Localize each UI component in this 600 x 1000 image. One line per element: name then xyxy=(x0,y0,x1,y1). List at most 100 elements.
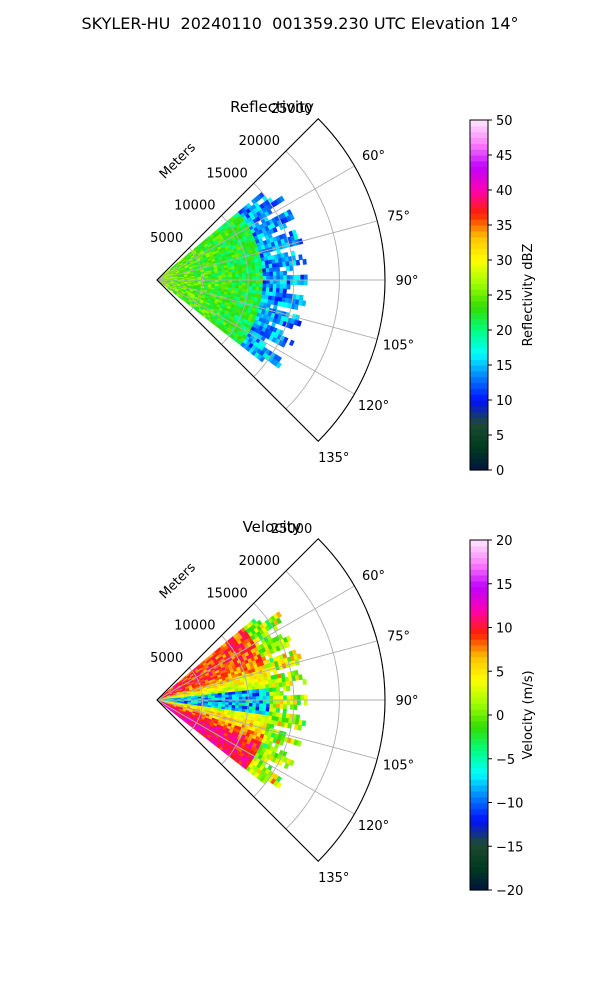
reflectivity-panel: Reflectivity60°75°90°105°120°135°5000100… xyxy=(150,98,536,479)
data-cell xyxy=(238,282,243,287)
angle-tick-label: 90° xyxy=(395,694,418,709)
colorbar-label: Velocity (m/s) xyxy=(521,670,536,759)
data-cell xyxy=(286,284,291,290)
data-cell xyxy=(262,275,267,281)
colorbar-swatch xyxy=(470,295,488,302)
data-cell xyxy=(225,274,229,278)
data-cell xyxy=(259,692,264,697)
data-cell xyxy=(242,699,247,704)
data-cell xyxy=(272,226,278,233)
colorbar-tick-label: 35 xyxy=(496,219,513,234)
colorbar-swatch xyxy=(470,435,488,442)
data-cell xyxy=(265,687,270,693)
colorbar-swatch xyxy=(470,125,488,133)
azimuth-spoke xyxy=(156,585,355,701)
data-cell xyxy=(265,703,271,709)
colorbar-swatch xyxy=(470,405,488,413)
colorbar-swatch xyxy=(470,201,488,209)
data-cell xyxy=(295,259,301,266)
data-cell xyxy=(269,699,274,705)
data-cell xyxy=(280,341,287,348)
data-cell xyxy=(245,282,250,287)
data-cell xyxy=(295,714,301,721)
data-cell xyxy=(242,696,247,701)
colorbar-swatch xyxy=(470,324,488,331)
azimuth-spoke xyxy=(156,640,378,701)
data-cell xyxy=(266,279,271,285)
data-cell xyxy=(221,695,226,698)
data-cell xyxy=(285,635,292,642)
azimuth-spoke xyxy=(156,699,378,760)
colorbar-swatch xyxy=(470,551,488,559)
data-cell xyxy=(279,695,284,701)
data-cell xyxy=(275,708,281,714)
data-cell xyxy=(255,276,260,281)
data-cell xyxy=(251,265,256,271)
data-cell xyxy=(255,696,260,701)
data-cell xyxy=(286,279,291,285)
data-cell xyxy=(272,283,277,289)
colorbar-swatch xyxy=(470,878,488,885)
data-cell xyxy=(262,703,267,708)
angle-tick-label: 75° xyxy=(387,629,410,644)
colorbar-swatch xyxy=(470,773,488,780)
colorbar-swatch xyxy=(470,750,488,757)
colorbar-swatch xyxy=(470,808,488,815)
colorbar-tick-label: −20 xyxy=(496,884,523,899)
colorbar-swatch xyxy=(470,761,488,769)
data-cell xyxy=(299,294,304,301)
data-cell xyxy=(214,695,219,699)
colorbar-tick-label: 20 xyxy=(496,534,513,549)
data-cell xyxy=(235,271,240,275)
data-cell xyxy=(283,270,288,276)
data-cell xyxy=(248,693,253,697)
data-cell xyxy=(273,699,277,705)
data-cell xyxy=(238,702,243,707)
azimuth-spoke xyxy=(156,279,378,340)
data-cell xyxy=(269,275,274,281)
data-cell xyxy=(245,270,250,275)
data-cell xyxy=(249,696,253,701)
data-cell xyxy=(242,693,247,698)
data-cell xyxy=(258,706,263,712)
data-cell xyxy=(224,692,229,696)
colorbar-swatch xyxy=(470,400,488,407)
colorbar-tick-label: 15 xyxy=(496,359,513,374)
colorbar-swatch xyxy=(470,633,488,640)
data-cell xyxy=(259,276,264,281)
colorbar-swatch xyxy=(470,353,488,360)
colorbar-swatch xyxy=(470,242,488,249)
data-cell xyxy=(293,304,299,311)
colorbar-swatch xyxy=(470,283,488,290)
data-cell xyxy=(211,695,216,699)
data-cell xyxy=(252,279,257,284)
data-cell xyxy=(245,693,250,698)
data-cell xyxy=(279,284,284,290)
data-cell xyxy=(231,274,236,278)
colorbar-tick-label: 0 xyxy=(496,709,504,724)
data-cell xyxy=(282,686,287,692)
colorbar-tick-label: 30 xyxy=(496,254,513,269)
data-cell xyxy=(283,284,288,290)
data-cell xyxy=(241,690,246,695)
data-cell xyxy=(242,702,247,707)
data-cell xyxy=(231,282,236,286)
sector-frame xyxy=(156,538,386,862)
colorbar-swatch xyxy=(470,289,488,296)
data-cell xyxy=(214,275,219,279)
colorbar-swatch xyxy=(470,656,488,664)
data-cell xyxy=(275,611,283,619)
colorbar-swatch xyxy=(470,300,488,308)
data-cell xyxy=(279,279,284,285)
colorbar-swatch xyxy=(470,376,488,384)
colorbar-swatch xyxy=(470,645,488,652)
data-cell xyxy=(279,690,284,696)
data-cell xyxy=(238,273,243,278)
colorbar-swatch xyxy=(470,341,488,349)
data-cell xyxy=(252,283,257,288)
data-cell xyxy=(276,695,281,701)
data-cell xyxy=(288,323,294,330)
polar-grid xyxy=(156,538,386,862)
data-cell xyxy=(262,692,267,697)
colorbar-swatch xyxy=(470,236,488,244)
